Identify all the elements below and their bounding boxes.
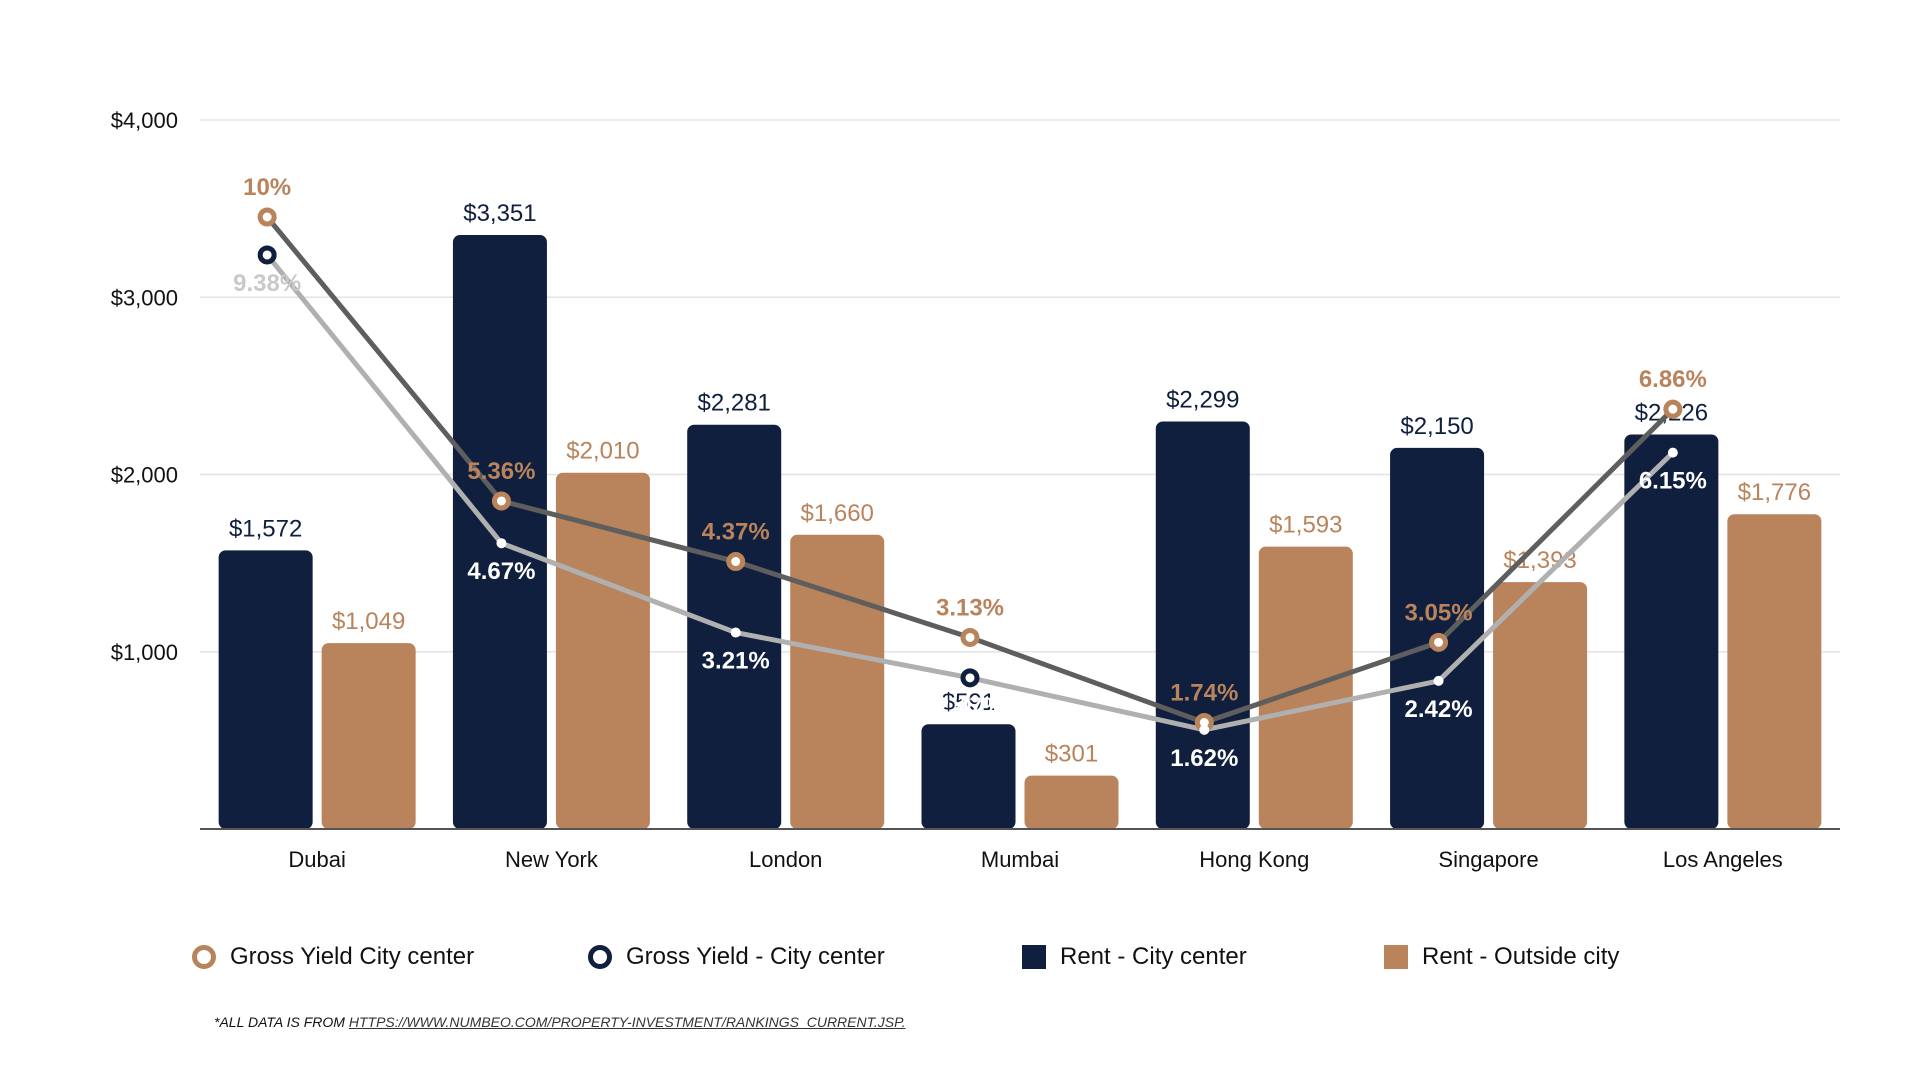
- x-category-label: New York: [505, 847, 599, 872]
- y-tick-label: $1,000: [111, 640, 178, 665]
- x-category-label: Los Angeles: [1663, 847, 1783, 872]
- bar-value-label-city: $2,299: [1166, 387, 1239, 414]
- yield-label-city-center: 6.86%: [1639, 366, 1707, 393]
- x-category-label: London: [749, 847, 822, 872]
- footnote-prefix: *ALL DATA IS FROM: [214, 1014, 349, 1030]
- bar-value-label-city: $2,150: [1400, 413, 1473, 440]
- yield-marker-tan: [726, 552, 746, 572]
- yield-marker-navy: [960, 668, 980, 688]
- bar-rent-outside-city: [555, 472, 650, 829]
- legend-label: Rent - City center: [1060, 943, 1247, 970]
- yield-marker-tan: [257, 207, 277, 227]
- legend: Gross Yield City center Gross Yield - Ci…: [0, 932, 1920, 982]
- yield-label-dash-city-center: 9.38%: [233, 270, 301, 297]
- bar-value-label-city: $1,572: [229, 515, 302, 542]
- legend-label: Gross Yield - City center: [626, 943, 885, 970]
- bar-rent-city-center: [1624, 434, 1719, 829]
- x-category-label: Hong Kong: [1199, 847, 1309, 872]
- bar-value-label-city: $3,351: [463, 200, 536, 227]
- legend-item-yield-dash-city-center: Gross Yield - City center: [588, 932, 885, 982]
- gridlines: [200, 119, 1840, 653]
- bar-value-label-outside: $301: [1045, 741, 1098, 768]
- legend-label: Gross Yield City center: [230, 943, 475, 970]
- yield-label-city-center: 3.13%: [936, 594, 1004, 621]
- bar-rent-outside-city: [1024, 775, 1119, 829]
- y-axis-ticks: $1,000 $2,000 $3,000 $4,000: [111, 108, 178, 665]
- bar-rent-city-center: [921, 724, 1016, 829]
- yield-label-dash-city-center: 4.67%: [467, 558, 535, 585]
- legend-item-rent-city-center: Rent - City center: [1022, 932, 1247, 982]
- yield-marker-tan: [491, 491, 511, 511]
- yield-marker-navy: [496, 538, 507, 549]
- yield-markers: [257, 207, 1683, 735]
- legend-swatch-navy-icon: [1022, 945, 1046, 969]
- yield-marker-navy: [1433, 675, 1444, 686]
- yield-marker-tan: [960, 627, 980, 647]
- y-tick-label: $4,000: [111, 108, 178, 133]
- x-category-label: Dubai: [288, 847, 345, 872]
- yield-label-dash-city-center: 2.47%: [936, 693, 1004, 720]
- bar-value-label-outside: $1,049: [332, 608, 405, 635]
- y-tick-label: $3,000: [111, 285, 178, 310]
- bars: [218, 235, 1822, 829]
- yield-label-city-center: 4.37%: [702, 519, 770, 546]
- legend-swatch-tan-icon: [1384, 945, 1408, 969]
- bar-value-label-outside: $1,660: [801, 500, 874, 527]
- legend-label: Rent - Outside city: [1422, 943, 1620, 970]
- source-link[interactable]: HTTPS://WWW.NUMBEO.COM/PROPERTY-INVESTME…: [348, 1014, 906, 1030]
- bar-rent-outside-city: [321, 643, 416, 829]
- yield-label-dash-city-center: 2.42%: [1405, 696, 1473, 723]
- yield-label-dash-city-center: 6.15%: [1639, 468, 1707, 495]
- legend-ring-tan-icon: [192, 945, 216, 969]
- yield-marker-navy: [1667, 447, 1678, 458]
- x-category-label: Singapore: [1438, 847, 1538, 872]
- yield-label-city-center: 3.05%: [1405, 599, 1473, 626]
- y-tick-label: $2,000: [111, 463, 178, 488]
- yield-marker-tan: [1429, 632, 1449, 652]
- footnote: *ALL DATA IS FROM HTTPS://WWW.NUMBEO.COM…: [214, 1014, 906, 1030]
- bar-value-label-city: $591: [942, 689, 995, 716]
- yield-value-labels: 10% 5.36% 4.37% 3.13% 1.74% 3.05% 6.86% 9.38% 4.…: [233, 174, 1707, 772]
- bar-value-labels: $1,572$3,351$2,281$591$2,299$2,150$2,226…: [229, 200, 1811, 768]
- legend-item-yield-city-center: Gross Yield City center: [192, 932, 474, 982]
- x-axis-categories: Dubai New York London Mumbai Hong Kong Singap…: [288, 847, 1782, 872]
- yield-marker-tan: [1663, 399, 1683, 419]
- yield-label-city-center: 5.36%: [467, 458, 535, 485]
- bar-rent-outside-city: [790, 534, 885, 829]
- legend-ring-navy-icon: [588, 945, 612, 969]
- legend-item-rent-outside-city: Rent - Outside city: [1384, 932, 1619, 982]
- yield-label-city-center: 10%: [243, 174, 291, 201]
- x-category-label: Mumbai: [981, 847, 1059, 872]
- bar-value-label-outside: $1,593: [1269, 512, 1342, 539]
- yield-marker-navy: [730, 627, 741, 638]
- bar-rent-city-center: [218, 550, 313, 829]
- bar-rent-city-center: [687, 424, 782, 829]
- bar-rent-outside-city: [1493, 582, 1588, 829]
- yield-label-dash-city-center: 3.21%: [702, 648, 770, 675]
- bar-value-label-city: $2,281: [698, 390, 771, 417]
- yield-marker-navy: [1199, 724, 1210, 735]
- yield-marker-navy: [257, 245, 277, 265]
- yield-label-city-center: 1.74%: [1170, 680, 1238, 707]
- bar-value-label-outside: $2,010: [566, 438, 639, 465]
- yield-label-dash-city-center: 1.62%: [1170, 745, 1238, 772]
- bar-value-label-outside: $1,776: [1738, 479, 1811, 506]
- bar-rent-city-center: [452, 235, 547, 829]
- bar-rent-outside-city: [1727, 514, 1822, 829]
